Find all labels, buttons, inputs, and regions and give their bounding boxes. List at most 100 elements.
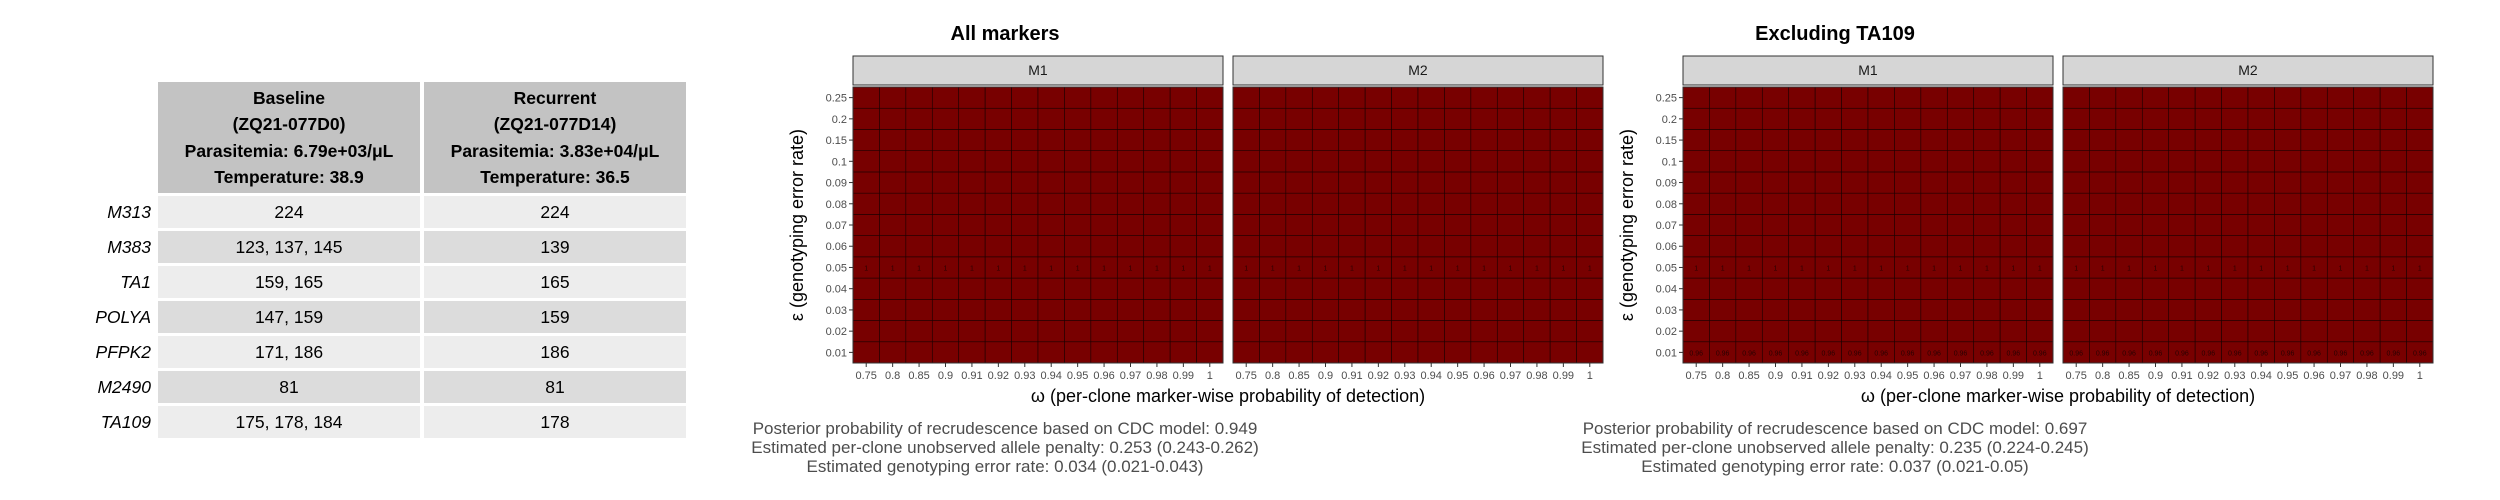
heatmap-cell	[1523, 107, 1551, 130]
heatmap-cell	[852, 341, 880, 364]
cell-label: 1	[2038, 265, 2042, 272]
heatmap-cell	[1946, 129, 1975, 151]
recurrent-alleles: 81	[424, 368, 690, 403]
heatmap-cell	[2026, 171, 2054, 194]
cell-label: 1	[1932, 265, 1936, 272]
heatmap-cell	[931, 86, 960, 109]
heatmap-cell	[879, 214, 907, 236]
heatmap-cell	[1169, 320, 1197, 343]
x-tick-label: 0.93	[1014, 370, 1035, 382]
heatmap-cell	[1576, 320, 1604, 343]
heatmap-cell	[905, 235, 933, 258]
heatmap-cell	[852, 277, 880, 300]
heatmap-cell	[2221, 192, 2249, 215]
heatmap-cell	[1946, 235, 1975, 258]
heatmap-cell	[1788, 150, 1816, 173]
heatmap-cell	[1037, 192, 1065, 215]
heatmap-cell	[1116, 320, 1145, 343]
heatmap-cell	[2326, 277, 2355, 300]
heatmap-cell	[1761, 192, 1790, 215]
heatmap-cell	[1391, 214, 1419, 236]
heatmap-cell	[958, 341, 986, 364]
heatmap-cell	[2062, 299, 2090, 321]
y-tick-label: 0.2	[832, 114, 847, 126]
heatmap-cell	[931, 192, 960, 215]
x-tick-label: 1	[2037, 370, 2043, 382]
heatmap-cell	[2326, 171, 2355, 194]
y-tick-label: 0.08	[1656, 199, 1677, 211]
x-tick-label: 0.94	[1041, 370, 1062, 382]
heatmap-cell	[1196, 320, 1224, 343]
heatmap-cell	[1417, 277, 1445, 300]
x-tick-label: 0.98	[2356, 370, 2377, 382]
heatmap-cell	[1946, 150, 1975, 173]
heatmap-cell	[1364, 86, 1392, 109]
heatmap-cell	[1549, 235, 1577, 258]
heatmap-cell	[1444, 192, 1472, 215]
heatmap-cell	[2221, 320, 2249, 343]
marker-name: PFPK2	[94, 333, 158, 368]
y-tick-label: 0.02	[826, 326, 847, 338]
x-tick-label: 0.98	[1146, 370, 1167, 382]
heatmap-cell	[2274, 192, 2302, 215]
heatmap-cell	[1143, 171, 1171, 194]
heatmap-cell	[984, 214, 1012, 236]
heatmap-cell	[1444, 320, 1472, 343]
heatmap-cell	[1523, 192, 1551, 215]
heatmap-cell	[984, 150, 1012, 173]
heatmap-cell	[1011, 150, 1039, 173]
heatmap-cell	[1894, 299, 1922, 321]
heatmap-cell	[2141, 320, 2170, 343]
heatmap-cell	[2089, 171, 2117, 194]
x-tick-label: 0.92	[988, 370, 1009, 382]
heatmap-cell	[1311, 129, 1340, 151]
heatmap-cell	[1090, 214, 1118, 236]
heatmap-cell	[2194, 86, 2222, 109]
heatmap-cell	[1391, 235, 1419, 258]
y-tick-label: 0.09	[1656, 178, 1677, 190]
heatmap-cell	[2406, 107, 2434, 130]
heatmap-cell	[2089, 150, 2117, 173]
heatmap-cell	[1338, 192, 1366, 215]
facet-label: M2	[1408, 62, 1428, 78]
heatmap-cell	[1090, 86, 1118, 109]
cell-label: 0.96	[1689, 350, 1703, 357]
heatmap-cell	[1682, 171, 1710, 194]
x-tick-label: 0.94	[1871, 370, 1892, 382]
heatmap-cell	[2115, 192, 2143, 215]
heatmap-cell	[2406, 214, 2434, 236]
heatmap-cell	[2406, 320, 2434, 343]
heatmap-cell	[1391, 150, 1419, 173]
cell-label: 1	[1561, 265, 1565, 272]
heatmap-cell	[2379, 235, 2407, 258]
heatmap-cell	[2089, 192, 2117, 215]
cell-label: 1	[1429, 265, 1433, 272]
heatmap-cell	[1973, 107, 2001, 130]
heatmap-cell	[1682, 150, 1710, 173]
heatmap-cell	[1338, 341, 1366, 364]
heatmap-cell	[1364, 320, 1392, 343]
x-tick-label: 0.99	[2003, 370, 2024, 382]
cell-label: 1	[996, 265, 1000, 272]
heatmap-cell	[1788, 299, 1816, 321]
heatmap-cell	[1735, 192, 1763, 215]
cell-label: 1	[1350, 265, 1354, 272]
marker-name: TA1	[94, 263, 158, 298]
heatmap-cell	[1259, 214, 1287, 236]
heatmap-cell	[1311, 150, 1340, 173]
heatmap-cell	[1867, 320, 1895, 343]
heatmap-cell	[2353, 277, 2381, 300]
heatmap-cell	[852, 171, 880, 194]
heatmap-cell	[2379, 107, 2407, 130]
heatmap-cell	[1064, 171, 1092, 194]
heatmap-cell	[1196, 107, 1224, 130]
heatmap-cell	[1169, 86, 1197, 109]
heatmap-cell	[958, 86, 986, 109]
heatmap-cell	[1417, 86, 1445, 109]
heatmap-cell	[1841, 107, 1869, 130]
heatmap-cell	[2326, 320, 2355, 343]
cell-label: 0.96	[2202, 350, 2216, 357]
heatmap-cell	[905, 214, 933, 236]
heatmap-cell	[2194, 214, 2222, 236]
header-line: Temperature: 36.5	[480, 167, 630, 187]
